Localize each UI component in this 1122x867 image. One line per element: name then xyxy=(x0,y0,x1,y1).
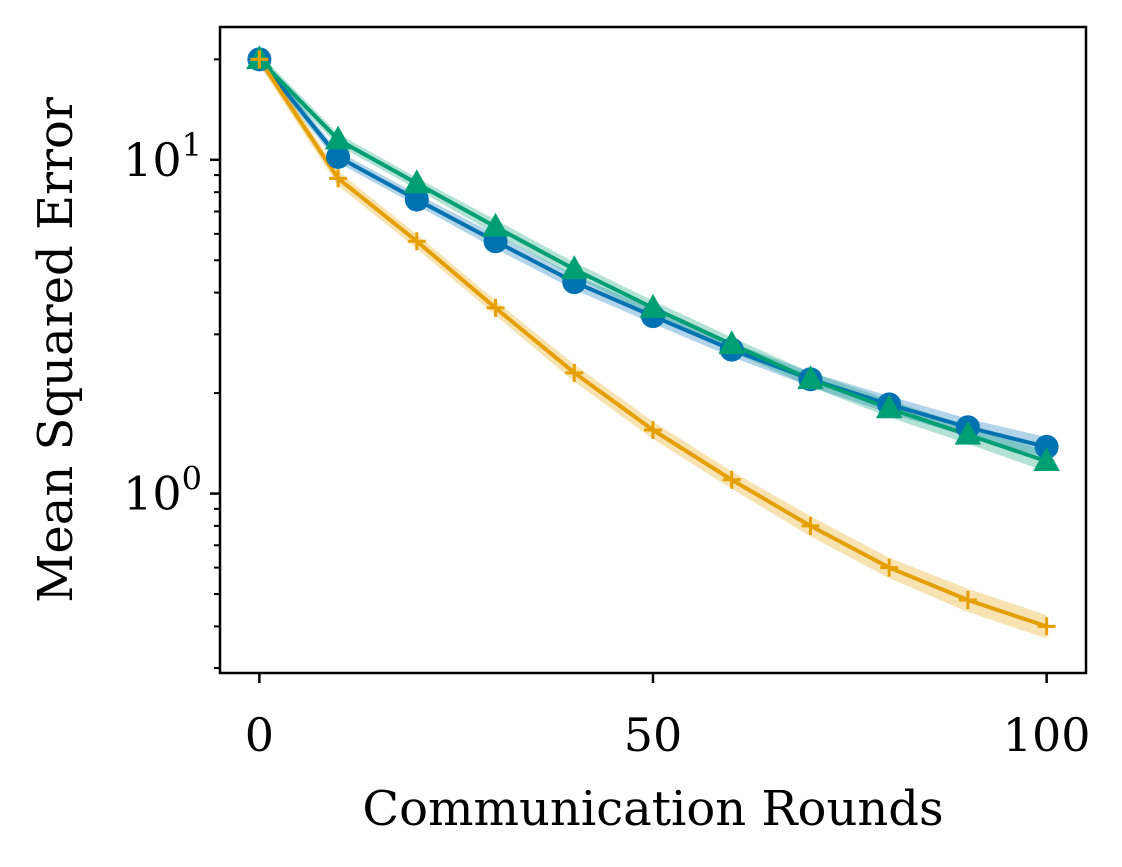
series-green-point xyxy=(561,255,588,280)
series-green-point xyxy=(875,394,903,419)
confidence-bands xyxy=(259,53,1047,639)
series-orange-point xyxy=(486,298,505,317)
series-green-point xyxy=(954,420,982,445)
series-orange-point xyxy=(407,232,426,251)
series-orange-point xyxy=(880,558,899,577)
series-green-point xyxy=(718,330,745,355)
series-orange-point xyxy=(958,590,977,609)
series-blue-line xyxy=(257,58,1048,449)
series-orange-point xyxy=(250,50,269,69)
series-orange-point xyxy=(644,421,662,440)
series-orange-point xyxy=(801,516,820,535)
series-green-point xyxy=(324,125,352,150)
series-green-point xyxy=(403,169,431,194)
series-orange-point xyxy=(329,169,348,188)
series-green-point xyxy=(1033,447,1060,471)
series-blue-band xyxy=(259,53,1047,458)
series-markers xyxy=(246,45,1060,636)
x-tick-label: 0 xyxy=(245,708,274,762)
series-green-point xyxy=(482,212,509,237)
series-orange-line xyxy=(257,58,1048,629)
x-axis-label: Communication Rounds xyxy=(362,781,943,837)
x-tick-label: 50 xyxy=(624,708,683,762)
series-blue-point xyxy=(326,144,351,169)
series-blue-point xyxy=(1034,434,1059,459)
series-blue-point xyxy=(404,187,429,212)
series-green-line xyxy=(257,57,1048,464)
series-orange-band xyxy=(259,53,1047,639)
series-green-point xyxy=(797,365,824,390)
plot-frame xyxy=(218,25,1088,675)
y-tick-label: 101 xyxy=(123,126,202,187)
series-orange-point xyxy=(565,363,584,382)
series-lines xyxy=(257,57,1048,629)
x-tick-label: 100 xyxy=(1003,708,1091,762)
axis-ticks: 0 50 100 100 101 xyxy=(123,58,1091,762)
y-axis-label: Mean Squared Error xyxy=(28,97,84,603)
series-orange-point xyxy=(722,470,741,489)
series-green-point xyxy=(639,293,667,318)
series-orange-point xyxy=(1037,617,1056,636)
y-tick-label: 100 xyxy=(123,460,202,521)
